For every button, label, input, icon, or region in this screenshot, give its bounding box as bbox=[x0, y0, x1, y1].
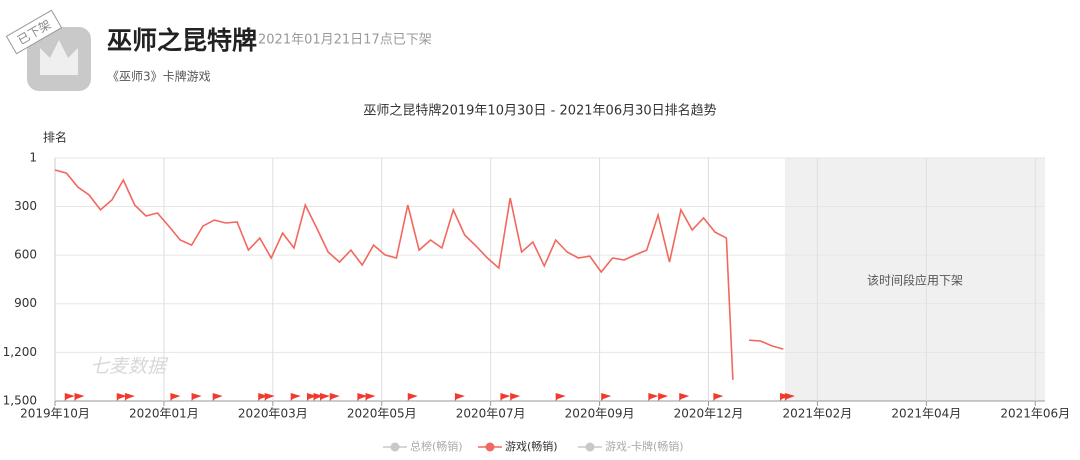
legend-dot bbox=[485, 442, 495, 452]
y-tick-label: 900 bbox=[14, 296, 37, 310]
offline-label: 该时间段应用下架 bbox=[867, 273, 963, 288]
event-flag bbox=[454, 393, 465, 401]
app-subtitle: 《巫师3》卡牌游戏 bbox=[107, 70, 211, 84]
y-tick-label: 300 bbox=[14, 199, 37, 213]
event-flag bbox=[784, 393, 795, 401]
event-flag bbox=[290, 393, 301, 401]
event-flag bbox=[555, 393, 566, 401]
event-flag bbox=[658, 393, 669, 401]
event-flag bbox=[319, 393, 330, 401]
legend-label: 总榜(畅销) bbox=[410, 439, 463, 453]
event-flag bbox=[116, 393, 127, 401]
legend-label: 游戏(畅销) bbox=[505, 439, 558, 453]
series-line bbox=[54, 169, 784, 380]
event-flag bbox=[357, 393, 368, 401]
legend-label: 游戏-卡牌(畅销) bbox=[605, 439, 684, 453]
event-flag bbox=[510, 393, 521, 401]
event-flag bbox=[313, 393, 324, 401]
x-tick-label: 2019年10月 bbox=[20, 407, 90, 421]
x-tick-label: 2020年07月 bbox=[456, 407, 526, 421]
event-flag bbox=[500, 393, 511, 401]
event-flag bbox=[264, 393, 275, 401]
y-axis-label: 排名 bbox=[43, 130, 67, 145]
event-flag bbox=[64, 393, 75, 401]
event-flag bbox=[329, 393, 340, 401]
event-flag bbox=[124, 393, 135, 401]
y-tick-label: 600 bbox=[14, 248, 37, 262]
legend-dot bbox=[390, 442, 400, 452]
offline-region bbox=[784, 158, 1045, 401]
y-tick-label: 1,500 bbox=[3, 394, 37, 408]
legend-dot bbox=[585, 442, 595, 452]
event-flag bbox=[212, 393, 223, 401]
x-tick-label: 2021年02月 bbox=[783, 407, 853, 421]
event-flag bbox=[407, 393, 418, 401]
x-tick-label: 2020年12月 bbox=[674, 407, 744, 421]
y-tick-label: 1 bbox=[29, 151, 37, 165]
x-tick-label: 2021年04月 bbox=[891, 407, 961, 421]
chart-title: 巫师之昆特牌2019年10月30日 - 2021年06月30日排名趋势 bbox=[363, 103, 716, 119]
x-tick-label: 2020年03月 bbox=[238, 407, 308, 421]
x-tick-label: 2020年01月 bbox=[129, 407, 199, 421]
x-tick-label: 2020年05月 bbox=[347, 407, 417, 421]
x-tick-label: 2021年06月 bbox=[1000, 407, 1070, 421]
event-flag bbox=[306, 393, 317, 401]
event-flag bbox=[601, 393, 612, 401]
event-flag bbox=[191, 393, 202, 401]
y-tick-label: 1,200 bbox=[3, 345, 37, 359]
watermark: 七麦数据 bbox=[90, 356, 169, 378]
event-flag bbox=[74, 393, 85, 401]
event-flag bbox=[648, 393, 659, 401]
event-flag bbox=[713, 393, 724, 401]
badge-box bbox=[5, 9, 63, 55]
event-flag bbox=[679, 393, 690, 401]
event-flag bbox=[365, 393, 376, 401]
icon-crest bbox=[40, 40, 78, 75]
event-flag bbox=[170, 393, 181, 401]
app-status: 2021年01月21日17点已下架 bbox=[258, 33, 432, 48]
event-flag bbox=[258, 393, 269, 401]
app-title: 巫师之昆特牌 bbox=[107, 26, 257, 55]
x-tick-label: 2020年09月 bbox=[565, 407, 635, 421]
